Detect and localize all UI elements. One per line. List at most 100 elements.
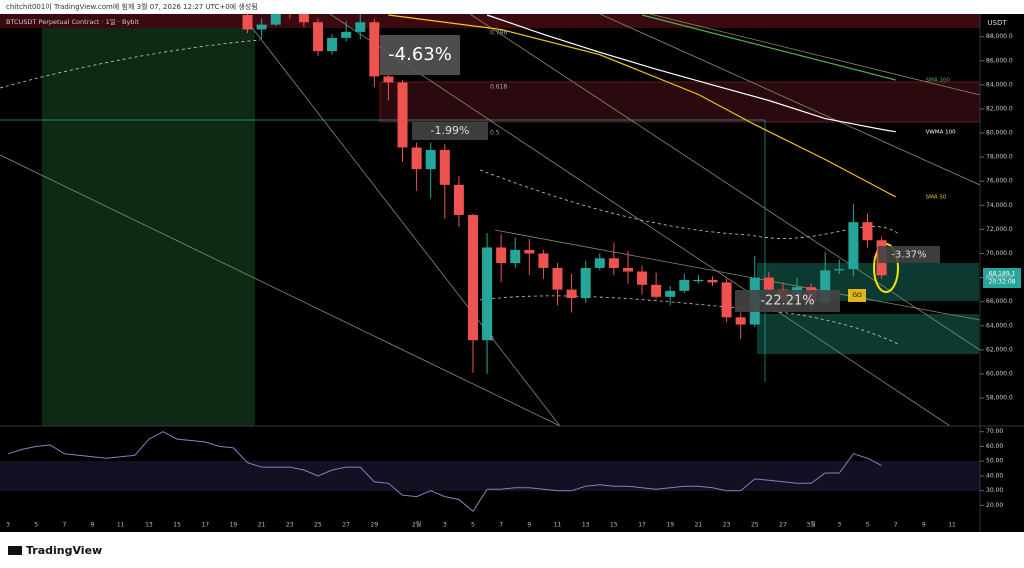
y-tick-label: 60,000.0 xyxy=(986,370,1013,377)
candle-body xyxy=(538,253,549,268)
x-tick-label: 23 xyxy=(286,522,294,529)
candle-body xyxy=(651,284,662,297)
y-tick-label: 70,000.0 xyxy=(986,250,1013,257)
y-tick-label: 80,000.0 xyxy=(986,130,1013,137)
x-tick-label: 3 xyxy=(443,522,447,529)
rsi-tick-label: 30.00 xyxy=(986,487,1003,494)
position-box xyxy=(757,314,979,354)
x-tick-label: 15 xyxy=(173,522,181,529)
x-tick-label: 9 xyxy=(91,522,95,529)
fib-label: 0.5 xyxy=(490,130,500,137)
x-tick-label: 9 xyxy=(922,522,926,529)
logo xyxy=(8,546,22,555)
ma-label: SMA 50 xyxy=(926,194,947,200)
footer-brand: TradingView xyxy=(26,544,102,557)
rsi-tick-label: 70.00 xyxy=(986,428,1003,435)
x-tick-label: 3월 xyxy=(806,521,815,529)
x-tick-label: 13 xyxy=(145,522,153,529)
ma-label: VWMA 100 xyxy=(926,129,956,135)
candle-body xyxy=(383,76,394,83)
candle-body xyxy=(411,147,422,170)
y-tick-label: 84,000.0 xyxy=(986,81,1013,88)
x-tick-label: 5 xyxy=(866,522,870,529)
x-tick-label: 7 xyxy=(499,522,503,529)
candle-body xyxy=(735,317,746,325)
candle-body xyxy=(763,277,774,290)
x-tick-label: 3 xyxy=(6,522,10,529)
symbol-title: BTCUSDT Perpetual Contract · 1일 · Bybit xyxy=(6,17,139,26)
candle-body xyxy=(834,269,845,271)
x-tick-label: 25 xyxy=(314,522,322,529)
x-tick-label: 19 xyxy=(666,522,674,529)
x-tick-label: 11 xyxy=(948,522,956,529)
x-tick-label: 27 xyxy=(779,522,787,529)
candle-body xyxy=(721,282,732,318)
header-text: chitchit001이 TradingView.com에 힘께 3월 07, … xyxy=(6,2,258,11)
rsi-line xyxy=(7,431,882,513)
x-tick-label: 23 xyxy=(723,522,731,529)
candle-body xyxy=(369,22,380,77)
x-tick-label: 5 xyxy=(471,522,475,529)
y-tick-label: 86,000.0 xyxy=(986,57,1013,64)
candle-body xyxy=(848,222,859,270)
highlight-zone xyxy=(42,14,255,426)
x-tick-label: 17 xyxy=(638,522,646,529)
x-tick-label: 11 xyxy=(117,522,125,529)
annotation-box xyxy=(412,122,488,140)
candle-body xyxy=(862,222,873,241)
candle-body xyxy=(425,149,436,170)
trendlines xyxy=(0,14,980,426)
price-label: 68,189.1 xyxy=(989,271,1016,278)
countdown: 20:32:08 xyxy=(989,279,1016,286)
rsi-tick-label: 60.00 xyxy=(986,443,1003,450)
x-tick-label: 11 xyxy=(554,522,562,529)
candle-body xyxy=(439,149,450,185)
x-tick-label: 7 xyxy=(894,522,898,529)
annotation-box xyxy=(735,290,840,312)
x-tick-label: 2월 xyxy=(412,521,421,529)
x-tick-label: 5 xyxy=(34,522,38,529)
y-tick-label: 72,000.0 xyxy=(986,226,1013,233)
y-tick-label: 64,000.0 xyxy=(986,322,1013,329)
candle-body xyxy=(298,14,309,23)
annotation-box xyxy=(380,35,460,75)
candle-body xyxy=(524,249,535,254)
candle-body xyxy=(580,267,591,299)
axis-label: USDT xyxy=(987,19,1007,27)
candle-body xyxy=(707,279,718,283)
x-tick-label: 15 xyxy=(610,522,618,529)
x-tick-label: 17 xyxy=(201,522,209,529)
y-tick-label: 66,000.0 xyxy=(986,298,1013,305)
candle-body xyxy=(341,31,352,38)
y-tick-label: 76,000.0 xyxy=(986,178,1013,185)
candle-body xyxy=(496,247,507,264)
candle-body xyxy=(608,258,619,268)
x-tick-label: 25 xyxy=(751,522,759,529)
candle-body xyxy=(665,290,676,297)
candle-body xyxy=(482,247,493,341)
rsi-tick-label: 40.00 xyxy=(986,472,1003,479)
annotation: GO xyxy=(852,292,862,299)
annotation: -4.63% xyxy=(388,44,452,65)
candle-body xyxy=(397,82,408,148)
annotation-box xyxy=(848,289,866,302)
candle-body xyxy=(594,258,605,268)
y-tick-label: 78,000.0 xyxy=(986,154,1013,161)
candle-body xyxy=(622,267,633,272)
x-tick-label: 9 xyxy=(527,522,531,529)
ma-line xyxy=(486,14,896,133)
y-tick-label: 58,000.0 xyxy=(986,395,1013,402)
candle-body xyxy=(679,279,690,291)
y-tick-label: 68,000.0 xyxy=(986,274,1013,281)
y-tick-label: 82,000.0 xyxy=(986,105,1013,112)
candle-body xyxy=(256,24,267,30)
candle-body xyxy=(510,249,521,264)
ma-line xyxy=(641,14,896,81)
fib-label: 0.786 xyxy=(490,30,507,37)
x-tick-label: 21 xyxy=(695,522,703,529)
candle-body xyxy=(355,22,366,32)
candle-body xyxy=(693,279,704,282)
candle-body xyxy=(327,37,338,52)
